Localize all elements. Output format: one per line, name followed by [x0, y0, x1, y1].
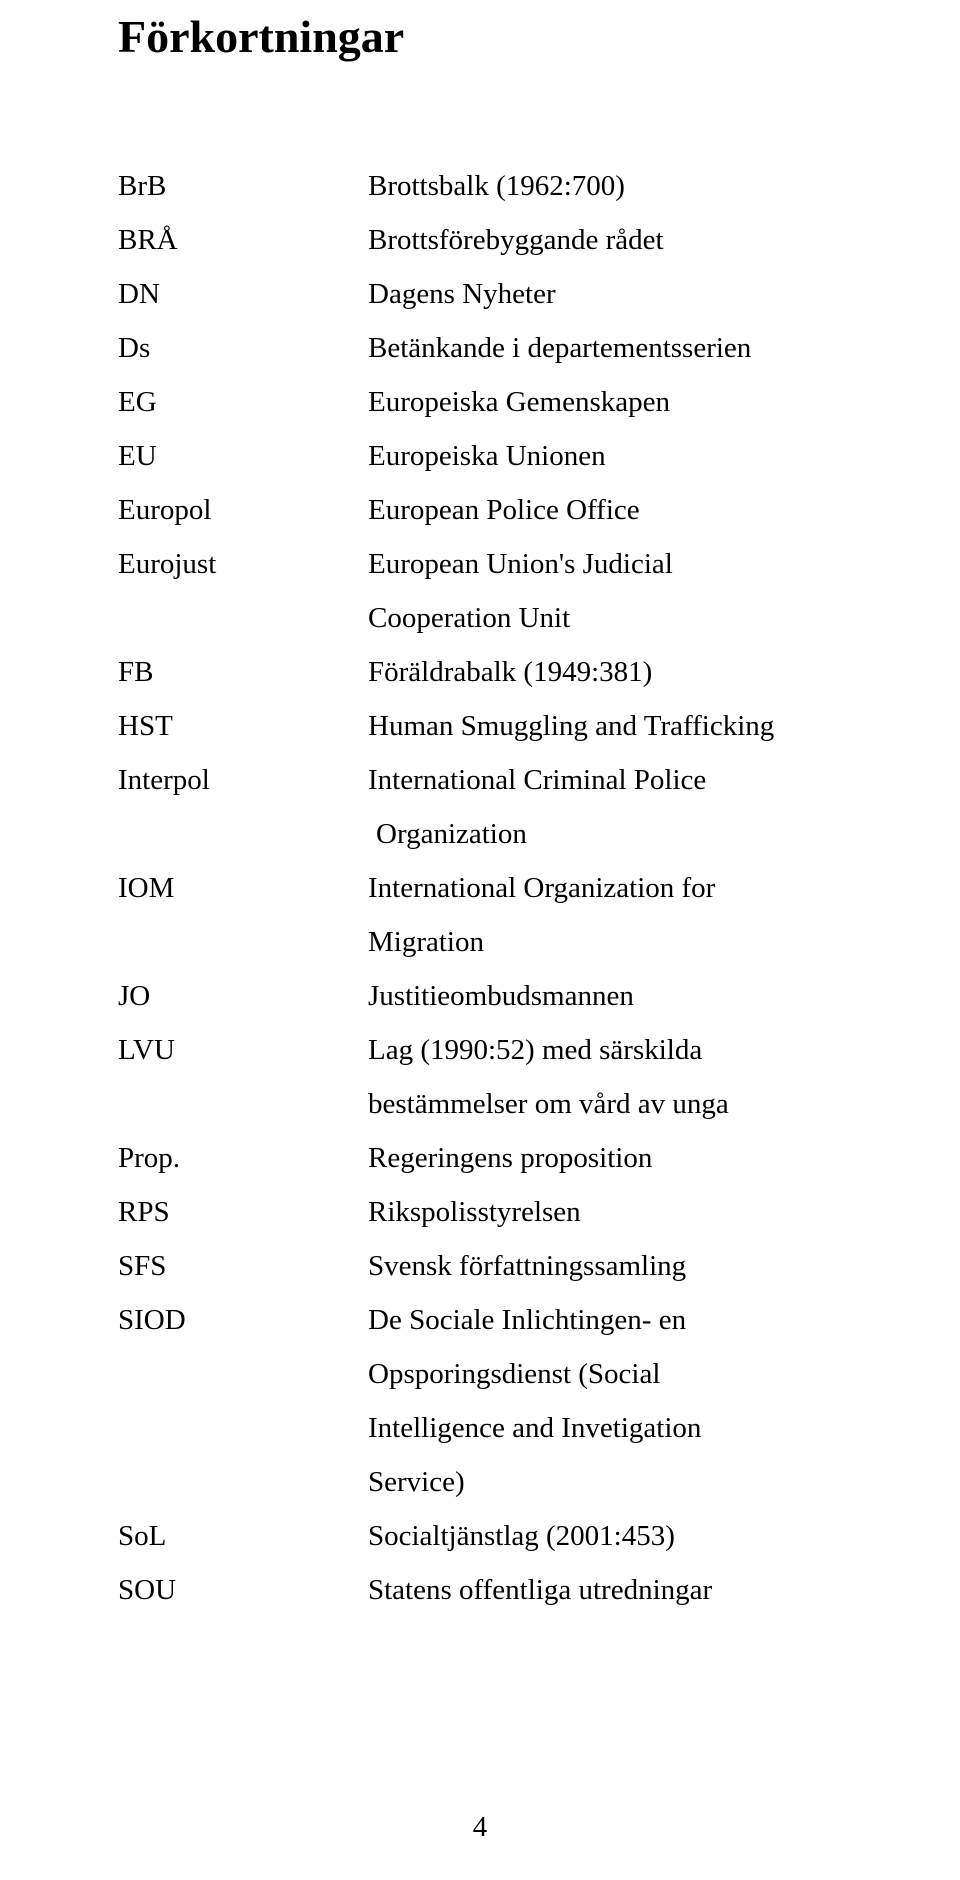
- abbr-term: HST: [118, 699, 368, 753]
- page-number: 4: [0, 1811, 960, 1844]
- abbr-definition: Brottsförebyggande rådet: [368, 213, 842, 267]
- definition-continuation: Organization: [118, 807, 842, 861]
- abbr-term: LVU: [118, 1023, 368, 1077]
- abbr-row: HSTHuman Smuggling and Trafficking: [118, 699, 842, 753]
- abbr-row: EUEuropeiska Unionen: [118, 429, 842, 483]
- abbr-row: RPSRikspolisstyrelsen: [118, 1185, 842, 1239]
- abbr-definition: Betänkande i departementsserien: [368, 321, 842, 375]
- abbr-row: BrBBrottsbalk (1962:700): [118, 159, 842, 213]
- abbr-term: Prop.: [118, 1131, 368, 1185]
- definition-continuation: Migration: [118, 915, 842, 969]
- abbr-definition: Rikspolisstyrelsen: [368, 1185, 842, 1239]
- definition-continuation: bestämmelser om vård av unga: [118, 1077, 842, 1131]
- abbr-term: Interpol: [118, 753, 368, 807]
- abbr-term: Eurojust: [118, 537, 368, 591]
- abbr-row: EGEuropeiska Gemenskapen: [118, 375, 842, 429]
- abbr-definition: De Sociale Inlichtingen- en: [368, 1293, 842, 1347]
- abbr-row: JOJustitieombudsmannen: [118, 969, 842, 1023]
- abbr-row: LVULag (1990:52) med särskilda: [118, 1023, 842, 1077]
- abbr-row: EurojustEuropean Union's Judicial: [118, 537, 842, 591]
- abbr-term: DN: [118, 267, 368, 321]
- abbr-definition: European Police Office: [368, 483, 842, 537]
- abbr-row: SFSSvensk författningssamling: [118, 1239, 842, 1293]
- abbr-definition: Europeiska Gemenskapen: [368, 375, 842, 429]
- abbr-row: DsBetänkande i departementsserien: [118, 321, 842, 375]
- abbr-row: SOUStatens offentliga utredningar: [118, 1563, 842, 1617]
- definition-continuation: Service): [118, 1455, 842, 1509]
- abbreviation-list: BrBBrottsbalk (1962:700)BRÅBrottsförebyg…: [118, 159, 842, 1617]
- abbr-term: EG: [118, 375, 368, 429]
- abbr-term: FB: [118, 645, 368, 699]
- abbr-definition: Dagens Nyheter: [368, 267, 842, 321]
- abbr-term: SFS: [118, 1239, 368, 1293]
- page-title: Förkortningar: [118, 12, 842, 63]
- abbr-row: Prop.Regeringens proposition: [118, 1131, 842, 1185]
- abbr-definition: International Organization for: [368, 861, 842, 915]
- abbr-definition: European Union's Judicial: [368, 537, 842, 591]
- abbr-term: EU: [118, 429, 368, 483]
- definition-continuation: Opsporingsdienst (Social: [118, 1347, 842, 1401]
- abbr-definition: Justitieombudsmannen: [368, 969, 842, 1023]
- abbr-term: SIOD: [118, 1293, 368, 1347]
- abbr-definition: Statens offentliga utredningar: [368, 1563, 842, 1617]
- abbr-term: RPS: [118, 1185, 368, 1239]
- abbr-definition: Lag (1990:52) med särskilda: [368, 1023, 842, 1077]
- abbr-term: BrB: [118, 159, 368, 213]
- abbr-row: EuropolEuropean Police Office: [118, 483, 842, 537]
- definition-continuation: Intelligence and Invetigation: [118, 1401, 842, 1455]
- abbr-definition: Svensk författningssamling: [368, 1239, 842, 1293]
- abbr-term: Europol: [118, 483, 368, 537]
- abbr-definition: Regeringens proposition: [368, 1131, 842, 1185]
- abbr-definition: Socialtjänstlag (2001:453): [368, 1509, 842, 1563]
- abbr-term: BRÅ: [118, 213, 368, 267]
- abbr-term: IOM: [118, 861, 368, 915]
- abbr-row: DNDagens Nyheter: [118, 267, 842, 321]
- abbr-row: InterpolInternational Criminal Police: [118, 753, 842, 807]
- document-page: Förkortningar BrBBrottsbalk (1962:700)BR…: [0, 0, 960, 1880]
- definition-continuation: Cooperation Unit: [118, 591, 842, 645]
- abbr-term: SoL: [118, 1509, 368, 1563]
- abbr-definition: Brottsbalk (1962:700): [368, 159, 842, 213]
- abbr-definition: Europeiska Unionen: [368, 429, 842, 483]
- abbr-row: SoLSocialtjänstlag (2001:453): [118, 1509, 842, 1563]
- abbr-definition: International Criminal Police: [368, 753, 842, 807]
- abbr-term: JO: [118, 969, 368, 1023]
- abbr-row: SIODDe Sociale Inlichtingen- en: [118, 1293, 842, 1347]
- abbr-row: FBFöräldrabalk (1949:381): [118, 645, 842, 699]
- abbr-term: Ds: [118, 321, 368, 375]
- abbr-term: SOU: [118, 1563, 368, 1617]
- abbr-row: BRÅBrottsförebyggande rådet: [118, 213, 842, 267]
- abbr-definition: Föräldrabalk (1949:381): [368, 645, 842, 699]
- abbr-row: IOMInternational Organization for: [118, 861, 842, 915]
- abbr-definition: Human Smuggling and Trafficking: [368, 699, 842, 753]
